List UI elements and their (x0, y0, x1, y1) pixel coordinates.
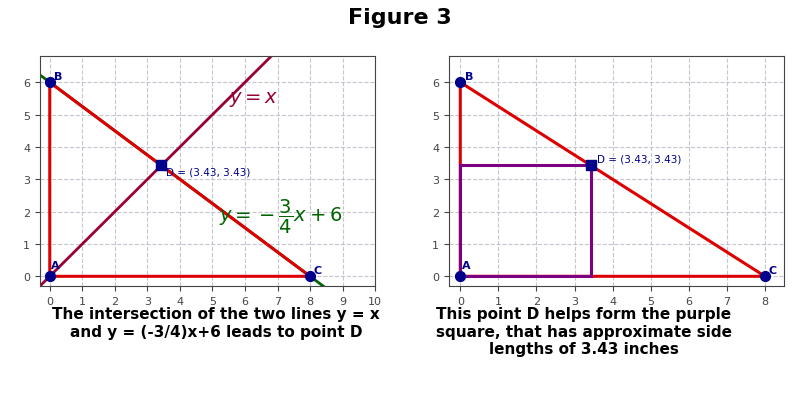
Point (454, 273, 466, 280)
Point (155, 163, 168, 169)
Point (758, 273, 771, 280)
Text: C: C (314, 265, 322, 275)
Point (454, 80, 466, 86)
Text: $y = -\dfrac{3}{4}x + 6$: $y = -\dfrac{3}{4}x + 6$ (219, 198, 342, 236)
Text: B: B (465, 72, 474, 81)
Text: D = (3.43, 3.43): D = (3.43, 3.43) (597, 154, 681, 164)
Text: C: C (769, 265, 777, 275)
Point (304, 273, 317, 280)
Point (43, 80, 56, 86)
Text: B: B (54, 72, 62, 81)
Point (43, 273, 56, 280)
Point (585, 163, 598, 169)
Text: A: A (51, 261, 60, 271)
Bar (460, 166, 591, 276)
Text: D = (3.43, 3.43): D = (3.43, 3.43) (166, 168, 250, 178)
Text: The intersection of the two lines y = x
and y = (-3/4)x+6 leads to point D: The intersection of the two lines y = x … (52, 307, 380, 339)
Text: $y = x$: $y = x$ (229, 90, 278, 108)
Text: Figure 3: Figure 3 (348, 8, 452, 28)
Text: A: A (462, 261, 471, 271)
Text: This point D helps form the purple
square, that has approximate side
lengths of : This point D helps form the purple squar… (436, 307, 732, 356)
